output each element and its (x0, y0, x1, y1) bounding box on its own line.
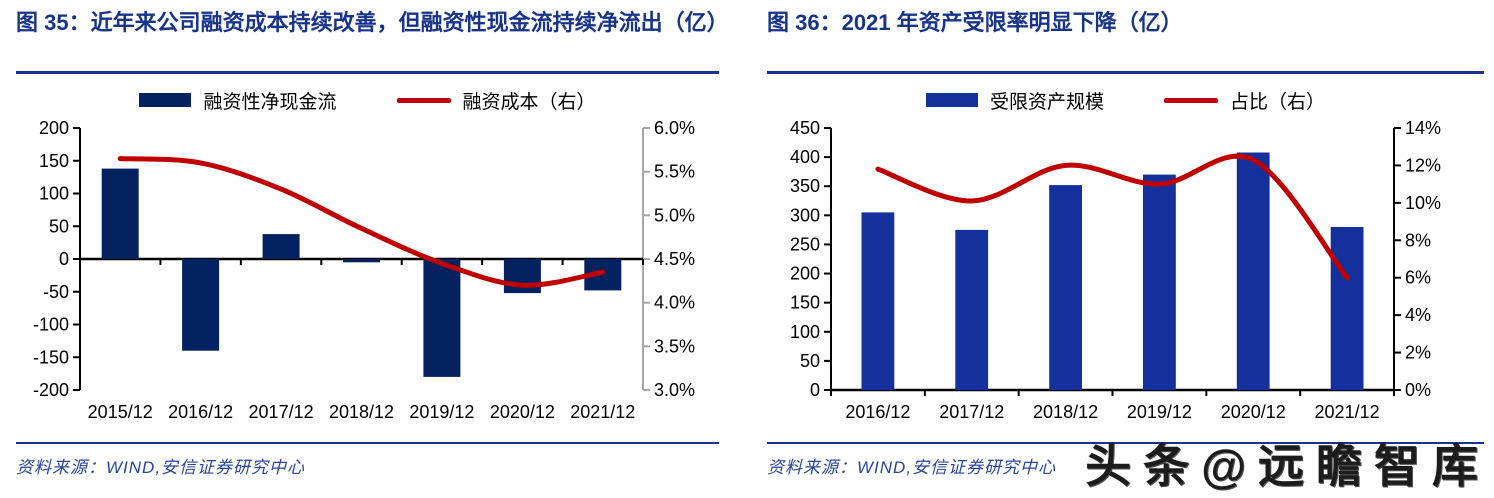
left-y-tick-label: 300 (790, 205, 820, 225)
x-category-label: 2016/12 (845, 402, 910, 422)
bar-swatch-icon (925, 93, 978, 107)
bar-2018/12 (343, 259, 380, 263)
x-category-label: 2016/12 (168, 402, 233, 422)
figure-36-legend: 受限资产规模 占比（右） (767, 84, 1484, 116)
figure-35-source-text: 资料来源：WIND,安信证券研究中心 (16, 458, 306, 477)
right-y-tick-label: 12% (1405, 155, 1441, 175)
legend-item-net-cashflow: 融资性净现金流 (139, 87, 337, 114)
report-figures-row: 图 35：近年来公司融资成本持续改善，但融资性现金流持续净流出（亿） 融资性净现… (0, 0, 1494, 478)
x-category-label: 2020/12 (1221, 402, 1286, 422)
right-y-tick-label: 6.0% (654, 118, 695, 138)
left-y-tick-label: -150 (33, 347, 69, 367)
legend-label-financing-cost: 融资成本（右） (462, 91, 596, 113)
watermark: 头条@远瞻智库 (1085, 440, 1490, 492)
x-category-label: 2019/12 (409, 402, 474, 422)
x-category-label: 2019/12 (1127, 402, 1192, 422)
left-y-tick-label: 150 (39, 151, 69, 171)
legend-item-ratio: 占比（右） (1164, 87, 1325, 114)
right-y-tick-label: 4.0% (654, 293, 695, 313)
right-y-tick-label: 14% (1405, 118, 1441, 138)
line-swatch-icon (1164, 97, 1218, 103)
x-category-label: 2021/12 (1315, 402, 1380, 422)
left-y-tick-label: 200 (790, 264, 820, 284)
left-y-tick-label: 200 (39, 118, 69, 138)
right-y-tick-label: 4% (1405, 305, 1431, 325)
line-series (875, 153, 1350, 281)
left-y-tick-label: 400 (790, 147, 820, 167)
bar-2019/12 (423, 259, 461, 377)
figure-36-chart: 450 400 350 300 250 200 150 100 50 0 14% 12% 10% 8% 6%… (790, 118, 1441, 422)
figure-36-panel: 图 36：2021 年资产受限率明显下降（亿） 受限资产规模 占比（右） 450… (747, 0, 1494, 478)
left-y-tick-label: 250 (790, 234, 820, 254)
left-y-tick-label: -200 (33, 380, 69, 400)
legend-item-financing-cost: 融资成本（右） (396, 87, 596, 114)
bar-2016/12 (182, 259, 220, 351)
right-y-tick-label: 6% (1405, 268, 1431, 288)
x-category-label: 2017/12 (249, 402, 314, 422)
figure-36-footer: 资料来源：WIND,安信证券研究中心 (767, 442, 1484, 478)
bar-2017/12 (262, 234, 300, 259)
bar-2021/12 (1330, 227, 1364, 390)
bar-2020/12 (503, 259, 541, 294)
right-y-tick-label: 0% (1405, 380, 1431, 400)
left-y-tick-label: 150 (790, 293, 820, 313)
figure-35-chart: 200 150 100 50 0 -50 -100 -150 -200 6.0% 5.5% 5.0% 4… (33, 118, 695, 422)
right-y-tick-label: 5.5% (654, 162, 695, 182)
legend-label-net-cashflow: 融资性净现金流 (203, 91, 337, 113)
legend-item-restricted-assets: 受限资产规模 (925, 87, 1104, 114)
left-y-tick-label: 450 (790, 118, 820, 138)
figure-35-panel: 图 35：近年来公司融资成本持续改善，但融资性现金流持续净流出（亿） 融资性净现… (0, 0, 747, 478)
right-y-tick-label: 3.0% (654, 380, 695, 400)
line-swatch-icon (396, 97, 451, 103)
bar-2019/12 (1143, 174, 1176, 390)
bar-2015/12 (101, 168, 139, 259)
left-y-tick-label: 100 (39, 184, 69, 204)
left-y-tick-label: -50 (43, 282, 69, 302)
right-y-tick-label: 3.5% (654, 336, 695, 356)
right-y-tick-label: 4.5% (654, 249, 695, 269)
legend-label-restricted-assets: 受限资产规模 (989, 91, 1104, 113)
bar-2020/12 (1236, 152, 1270, 390)
bar-2016/12 (861, 212, 895, 390)
x-category-label: 2017/12 (939, 402, 1004, 422)
x-category-label: 2018/12 (329, 402, 394, 422)
line-series (117, 156, 606, 288)
left-y-tick-label: 50 (800, 351, 820, 371)
left-y-tick-label: 100 (790, 322, 820, 342)
right-y-tick-label: 10% (1405, 193, 1441, 213)
left-y-tick-label: 0 (810, 380, 820, 400)
right-y-tick-label: 2% (1405, 343, 1431, 363)
figure-35-title: 图 35：近年来公司融资成本持续改善，但融资性现金流持续净流出（亿） (16, 8, 729, 74)
left-y-tick-label: 350 (790, 176, 820, 196)
right-y-tick-label: 5.0% (654, 205, 695, 225)
x-category-label: 2015/12 (88, 402, 153, 422)
figure-35-legend: 融资性净现金流 融资成本（右） (16, 84, 719, 116)
x-category-label: 2018/12 (1033, 402, 1098, 422)
left-y-tick-label: 0 (59, 249, 69, 269)
right-y-tick-label: 8% (1405, 230, 1431, 250)
figure-36-source-text: 资料来源：WIND,安信证券研究中心 (767, 458, 1057, 477)
bar-2017/12 (955, 229, 989, 390)
legend-label-ratio: 占比（右） (1230, 91, 1326, 113)
figure-35-footer: 资料来源：WIND,安信证券研究中心 (16, 442, 719, 478)
left-y-tick-label: 50 (49, 216, 69, 236)
x-category-label: 2020/12 (490, 402, 555, 422)
bar-2018/12 (1049, 185, 1082, 390)
bar-swatch-icon (139, 93, 192, 107)
left-y-tick-label: -100 (33, 315, 69, 335)
figure-36-title: 图 36：2021 年资产受限率明显下降（亿） (767, 8, 1484, 74)
x-category-label: 2021/12 (570, 402, 635, 422)
